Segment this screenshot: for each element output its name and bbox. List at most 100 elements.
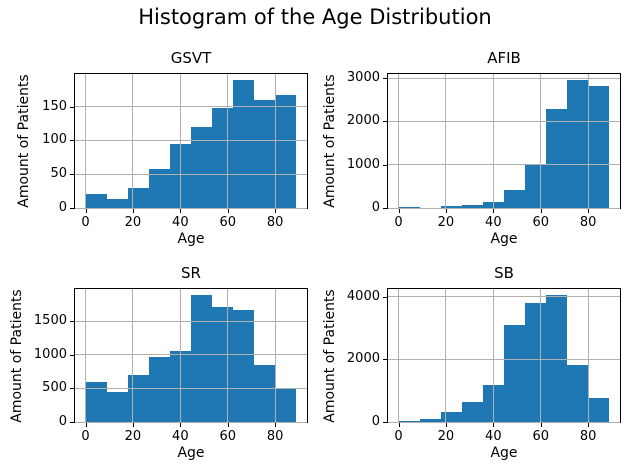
y-tick-mark	[70, 388, 74, 390]
subplot-sb: 0 20 40 60 80 0 2000 4000 SB Age Amount of Patient…	[322, 264, 621, 461]
x-tick-label: 40	[172, 429, 189, 444]
x-tick-label: 80	[266, 215, 284, 230]
x-tick-mark	[445, 209, 447, 213]
gridline-horizontal	[388, 77, 620, 79]
y-tick-mark	[70, 140, 74, 142]
x-tick-label: 60	[219, 429, 236, 444]
histogram-bar	[127, 375, 149, 422]
gridline-vertical	[398, 74, 400, 208]
gridline-vertical	[540, 74, 542, 208]
histogram-bar	[398, 420, 420, 422]
x-tick-mark	[588, 423, 590, 427]
y-tick-mark	[383, 78, 387, 80]
gridline-vertical	[492, 74, 494, 208]
gridline-horizontal	[75, 421, 307, 423]
histogram-bar	[275, 94, 297, 208]
gridline-horizontal	[75, 320, 307, 322]
y-tick-label: 0	[58, 200, 67, 215]
y-tick-mark	[383, 121, 387, 123]
y-tick-label: 2000	[346, 351, 380, 367]
histogram-bar	[212, 306, 234, 422]
x-tick-label: 60	[532, 429, 549, 444]
histogram-bar	[254, 99, 276, 208]
gridline-horizontal	[388, 120, 620, 122]
y-axis-label: Amount of Patients	[9, 288, 25, 423]
x-axis-label: Age	[490, 445, 518, 461]
histogram-bar	[440, 206, 462, 208]
gridline-vertical	[274, 289, 276, 422]
y-tick-mark	[383, 359, 387, 361]
histogram-bar	[233, 80, 255, 208]
gridline-horizontal	[75, 354, 307, 356]
y-tick-label: 4000	[346, 288, 380, 304]
y-tick-label: 2000	[346, 113, 380, 129]
y-tick-mark	[383, 422, 387, 423]
x-tick-mark	[227, 209, 229, 213]
x-tick-label: 0	[394, 429, 403, 444]
histogram-bar	[85, 193, 107, 208]
x-tick-mark	[180, 423, 182, 427]
y-tick-mark	[383, 208, 387, 209]
y-tick-label: 500	[42, 380, 67, 396]
x-tick-mark	[493, 209, 495, 213]
y-axis-label: Amount of Patients	[322, 74, 338, 208]
histogram-bar	[254, 365, 276, 422]
gridline-vertical	[227, 74, 229, 208]
histogram-bar	[567, 365, 589, 422]
gridline-vertical	[540, 289, 542, 422]
histogram-bar	[546, 295, 568, 422]
histogram-bar	[588, 85, 610, 208]
gridline-vertical	[179, 289, 181, 422]
y-tick-label: 50	[50, 166, 67, 182]
x-tick-mark	[85, 209, 87, 213]
y-tick-mark	[70, 106, 74, 108]
gridline-horizontal	[388, 207, 620, 209]
y-axis-label: Amount of Patients	[322, 288, 338, 423]
y-tick-label: 3000	[346, 70, 380, 86]
x-tick-label: 20	[124, 429, 142, 444]
histogram-bar	[191, 295, 213, 422]
gridline-horizontal	[75, 173, 307, 175]
y-tick-mark	[383, 296, 387, 298]
y-tick-label: 1000	[346, 156, 380, 172]
figure-title: Histogram of the Age Distribution	[138, 5, 492, 29]
gridline-vertical	[492, 289, 494, 422]
gridline-horizontal	[75, 207, 307, 209]
gridline-vertical	[132, 74, 134, 208]
x-tick-mark	[540, 209, 542, 213]
y-tick-mark	[70, 208, 74, 209]
histogram-bar	[461, 401, 483, 422]
histogram-bar	[191, 126, 213, 208]
x-tick-label: 40	[172, 215, 189, 230]
y-tick-mark	[70, 422, 74, 423]
y-tick-label: 0	[371, 414, 380, 429]
x-tick-label: 40	[485, 429, 502, 444]
histogram-bar	[127, 187, 149, 208]
x-tick-mark	[227, 423, 229, 427]
y-tick-label: 0	[371, 200, 380, 215]
y-tick-mark	[383, 164, 387, 166]
histogram-bar	[106, 391, 128, 422]
x-tick-mark	[132, 423, 134, 427]
x-tick-mark	[588, 209, 590, 213]
histogram-bar	[106, 198, 128, 208]
x-tick-label: 20	[437, 215, 455, 230]
y-tick-label: 1000	[33, 346, 67, 362]
histogram-bar	[546, 109, 568, 208]
subplot-gsvt: 0 20 40 60 80 0 50 100 150 GSVT Age Amount of Patie…	[16, 49, 308, 247]
x-axis-label: Age	[177, 445, 205, 461]
y-tick-label: 0	[58, 414, 67, 429]
y-tick-mark	[70, 174, 74, 176]
histogram-bar	[588, 397, 610, 422]
histogram-bar	[85, 381, 107, 422]
subplot-afib: 0 20 40 60 80 0 1000 2000 3000 AFIB Age Amount of P…	[322, 49, 621, 247]
gridline-horizontal	[388, 421, 620, 423]
x-tick-mark	[85, 423, 87, 427]
gridline-horizontal	[388, 358, 620, 360]
gridline-vertical	[587, 74, 589, 208]
gridline-horizontal	[75, 387, 307, 389]
histogram-bar	[461, 205, 483, 208]
x-axis-label: Age	[490, 231, 518, 247]
histogram-bar	[504, 324, 526, 422]
x-tick-mark	[132, 209, 134, 213]
